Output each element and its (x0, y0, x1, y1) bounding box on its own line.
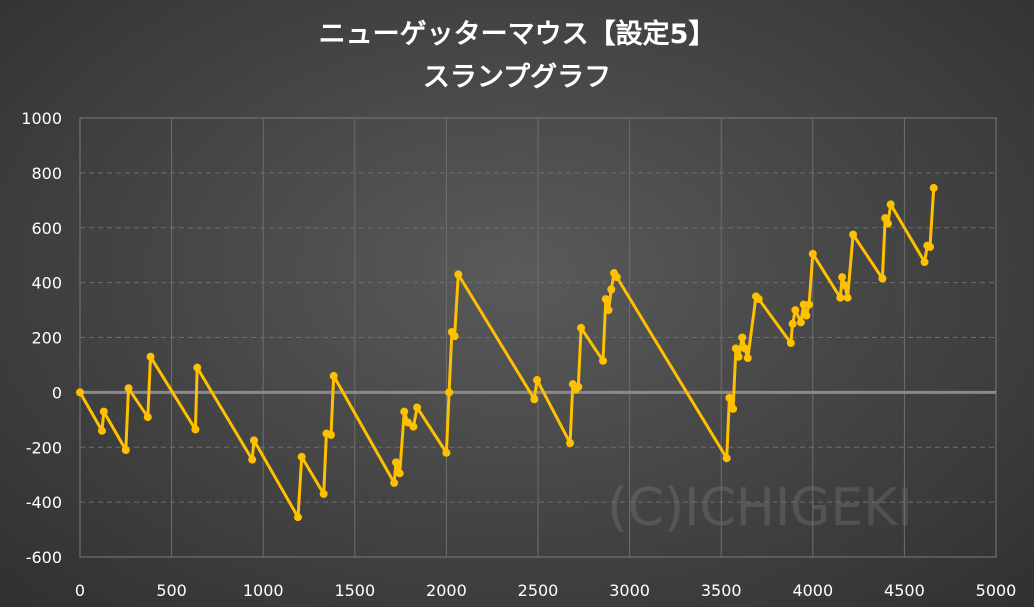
data-point (574, 382, 583, 391)
x-tick-label: 4500 (884, 581, 925, 600)
data-point (395, 469, 404, 478)
data-point (442, 448, 451, 457)
data-point (725, 393, 734, 402)
data-point (403, 418, 412, 427)
data-point (530, 395, 539, 404)
data-point (577, 323, 586, 332)
y-tick-label: 600 (31, 219, 62, 238)
data-point (533, 376, 542, 385)
x-tick-label: 0 (75, 581, 85, 600)
data-point (329, 371, 338, 380)
data-point (838, 273, 847, 282)
data-point (250, 436, 259, 445)
data-point (191, 425, 200, 434)
x-tick-label: 4000 (792, 581, 833, 600)
chart-title: ニューゲッターマウス【設定5】 (318, 19, 716, 50)
y-tick-label: -400 (26, 493, 62, 512)
data-point (604, 306, 613, 315)
data-point (121, 445, 130, 454)
data-point (146, 352, 155, 361)
data-point (883, 219, 892, 228)
y-tick-label: 400 (31, 274, 62, 293)
data-point (799, 300, 808, 309)
x-tick-label: 5000 (976, 581, 1017, 600)
data-point (143, 413, 152, 422)
data-point (729, 404, 738, 413)
data-point (734, 352, 743, 361)
data-point (99, 407, 108, 416)
data-point (802, 311, 811, 320)
data-point (849, 230, 858, 239)
data-point (843, 293, 852, 302)
y-tick-label: -600 (26, 548, 62, 567)
data-point (926, 242, 935, 251)
data-point (612, 273, 621, 282)
data-point (731, 344, 740, 353)
data-point (248, 455, 257, 464)
data-point (413, 403, 422, 412)
x-tick-label: 2000 (426, 581, 467, 600)
data-point (796, 318, 805, 327)
data-point (878, 274, 887, 283)
y-tick-label: 1000 (21, 109, 62, 128)
series-line (78, 187, 936, 519)
data-point (326, 430, 335, 439)
x-tick-label: 500 (156, 581, 187, 600)
y-tick-label: 200 (31, 329, 62, 348)
data-point (297, 452, 306, 461)
data-point (788, 319, 797, 328)
x-tick-label: 3000 (609, 581, 650, 600)
y-tick-label: -200 (26, 438, 62, 457)
data-point (392, 458, 401, 467)
data-point (450, 332, 459, 341)
data-point (124, 384, 133, 393)
data-point (599, 356, 608, 365)
data-point (390, 478, 399, 487)
data-point (566, 439, 575, 448)
data-point (97, 426, 106, 435)
x-tick-label: 3500 (701, 581, 742, 600)
data-point (743, 354, 752, 363)
data-point (786, 338, 795, 347)
x-tick-label: 1500 (334, 581, 375, 600)
data-point (741, 344, 750, 353)
data-point (445, 388, 454, 397)
data-point (400, 407, 409, 416)
data-point (886, 200, 895, 209)
chart-subtitle: スランプグラフ (422, 62, 612, 93)
data-point (808, 249, 817, 258)
data-point (805, 300, 814, 309)
watermark-text: (C)ICHIGEKI (607, 478, 913, 538)
data-point (601, 295, 610, 304)
data-point (76, 388, 84, 397)
x-tick-label: 2500 (518, 581, 559, 600)
data-point (607, 285, 616, 294)
data-point (754, 295, 763, 304)
data-point (840, 281, 849, 290)
y-tick-label: 0 (52, 383, 62, 402)
data-point (409, 422, 418, 431)
data-point (319, 489, 328, 498)
data-point (791, 306, 800, 315)
data-point (738, 333, 747, 342)
data-point (722, 454, 731, 463)
data-point (836, 293, 845, 302)
data-point (454, 270, 463, 279)
y-tick-label: 800 (31, 164, 62, 183)
data-point (920, 258, 929, 267)
data-point (929, 183, 938, 192)
data-point (294, 513, 303, 522)
x-tick-label: 1000 (243, 581, 284, 600)
data-point (193, 363, 202, 372)
